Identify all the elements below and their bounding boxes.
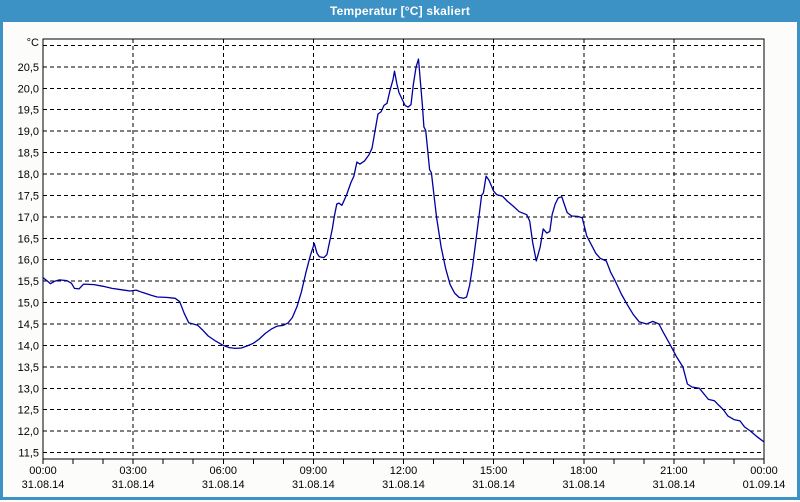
x-tick-time: 00:00 xyxy=(29,465,57,477)
x-tick-time: 09:00 xyxy=(300,465,328,477)
x-tick-date: 31.08.14 xyxy=(562,479,605,491)
y-tick-label: 15,0 xyxy=(18,298,39,310)
x-tick-time: 18:00 xyxy=(570,465,598,477)
temperature-chart: 20,5 20,0 19,5 19,0 18,5 18,0 17,5 17,0 16,5 16,0… xyxy=(18,37,786,491)
y-tick-label: 14,0 xyxy=(18,340,39,352)
y-tick-label: 15,5 xyxy=(18,276,39,288)
y-tick-label: 16,0 xyxy=(18,255,39,267)
y-tick-label: 16,5 xyxy=(18,233,39,245)
y-tick-label: 13,0 xyxy=(18,383,39,395)
x-tick-time: 03:00 xyxy=(119,465,147,477)
y-tick-label: 18,5 xyxy=(18,148,39,160)
y-tick-label: 20,0 xyxy=(18,83,39,95)
x-tick-time: 12:00 xyxy=(390,465,418,477)
y-tick-label: 19,5 xyxy=(18,105,39,117)
x-tick-date: 31.08.14 xyxy=(382,479,425,491)
y-tick-label: 11,5 xyxy=(18,448,39,460)
y-tick-label: 17,5 xyxy=(18,190,39,202)
plot-border xyxy=(42,38,765,460)
y-tick-label: 12,0 xyxy=(18,426,39,438)
x-tick-date: 31.08.14 xyxy=(472,479,515,491)
x-tick-time: 00:00 xyxy=(750,465,778,477)
x-tick-date: 31.08.14 xyxy=(112,479,155,491)
y-tick-label: 19,0 xyxy=(18,126,39,138)
x-tick-time: 21:00 xyxy=(660,465,688,477)
y-tick-label: 13,5 xyxy=(18,362,39,374)
x-tick-time: 15:00 xyxy=(480,465,508,477)
window-titlebar[interactable]: Temperatur [°C] skaliert xyxy=(3,0,797,22)
x-tick-date: 31.08.14 xyxy=(22,479,65,491)
y-tick-label: 14,5 xyxy=(18,319,39,331)
y-tick-label: 12,5 xyxy=(18,405,39,417)
window-title: Temperatur [°C] skaliert xyxy=(329,4,471,18)
x-tick-date: 31.08.14 xyxy=(292,479,335,491)
x-tick-date: 01.09.14 xyxy=(743,479,786,491)
y-axis-unit: °C xyxy=(27,37,39,49)
y-tick-label: 17,0 xyxy=(18,212,39,224)
chart-area: 20,5 20,0 19,5 19,0 18,5 18,0 17,5 17,0 16,5 16,0… xyxy=(6,22,800,502)
y-tick-label: 20,5 xyxy=(18,62,39,74)
grid-lines xyxy=(42,39,765,464)
x-tick-date: 31.08.14 xyxy=(652,479,695,491)
axis-labels: 20,5 20,0 19,5 19,0 18,5 18,0 17,5 17,0 16,5 16,0… xyxy=(18,37,786,491)
x-tick-time: 06:00 xyxy=(209,465,237,477)
x-tick-date: 31.08.14 xyxy=(202,479,245,491)
temperature-series-line xyxy=(42,58,765,443)
y-tick-label: 18,0 xyxy=(18,169,39,181)
